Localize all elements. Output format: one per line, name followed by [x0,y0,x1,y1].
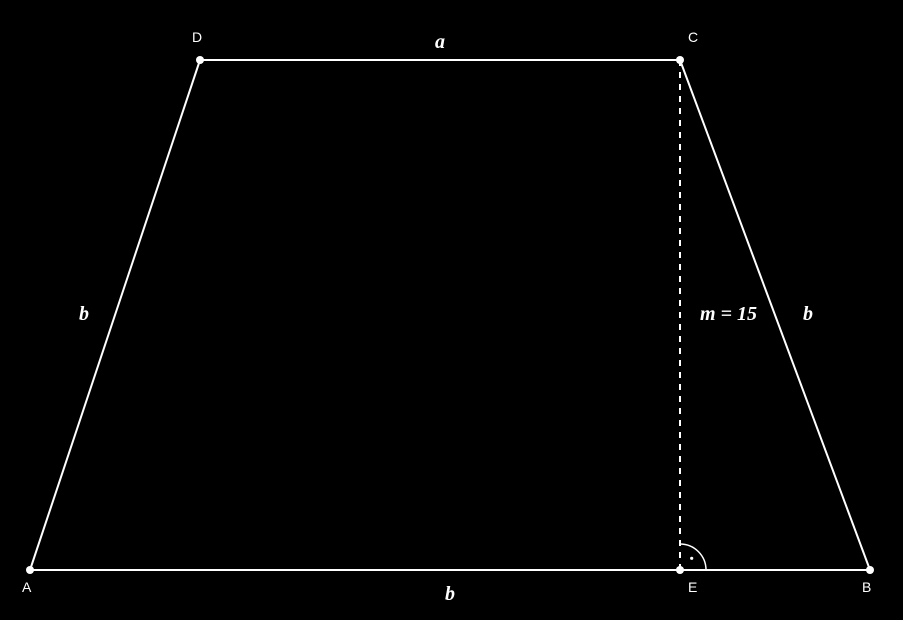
label-b: B [862,579,871,595]
right-angle-marker-arc [680,544,706,570]
label-c: C [688,29,698,45]
vertex-e [676,566,684,574]
edge-label-b-right: b [803,303,813,325]
vertex-c [676,56,684,64]
trapezoid-diagram: A B C D E a b b b m = 15 [0,0,903,620]
edge-label-b-left: b [79,303,89,325]
vertex-d [196,56,204,64]
label-e: E [688,579,697,595]
height-label: m = 15 [700,303,757,325]
height-label-m: m [700,303,716,325]
edge-label-a: a [435,31,445,53]
vertex-b [866,566,874,574]
height-label-value: 15 [737,303,757,325]
height-label-eq: = [716,303,737,325]
label-a: A [22,579,32,595]
edge-label-b-bottom: b [445,583,455,605]
edge-ad [30,60,200,570]
vertex-a [26,566,34,574]
label-d: D [192,29,202,45]
right-angle-marker-dot [690,557,693,560]
